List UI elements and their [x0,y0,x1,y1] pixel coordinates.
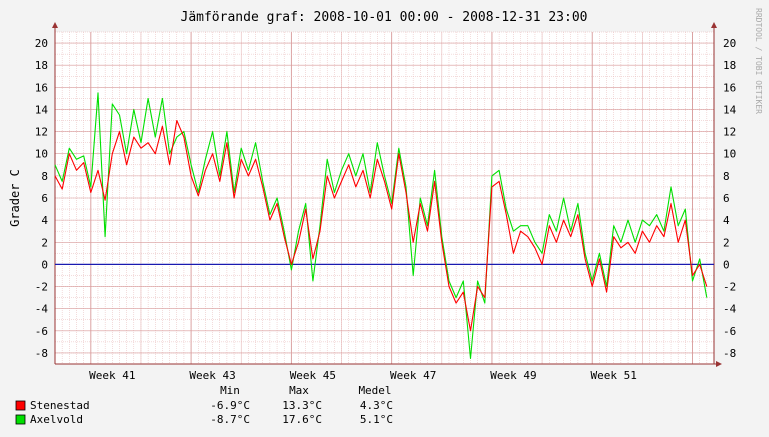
x-tick-label: Week 43 [189,369,235,382]
y-tick-label-left: 8 [41,170,48,183]
legend-mean-stenestad: 4.3°C [360,399,393,412]
y-axis-label: Grader C [8,169,22,227]
x-axis-arrow [716,361,722,367]
legend-label-axelvold: Axelvold [30,413,83,426]
y-tick-label-right: 20 [723,37,736,50]
y-tick-label-left: 12 [35,126,48,139]
legend-mean-axelvold: 5.1°C [360,413,393,426]
legend-max-stenestad: 13.3°C [282,399,322,412]
y-tick-label-right: -4 [723,303,737,316]
y-tick-label-right: -6 [723,325,736,338]
y-tick-label-left: -2 [35,281,48,294]
x-tick-labels: Week 41 Week 43 Week 45 Week 47 Week 49 Week … [89,369,637,382]
x-tick-label: Week 45 [290,369,336,382]
y-tick-label-right: 2 [723,236,730,249]
y-tick-label-left: -6 [35,325,48,338]
y-axis-arrow-left [52,22,58,28]
y-axis-arrow-right [711,22,717,28]
y-tick-label-right: 4 [723,214,730,227]
legend-max-axelvold: 17.6°C [282,413,322,426]
y-tick-label-left: 0 [41,258,48,271]
y-tick-label-left: 18 [35,59,48,72]
y-tick-label-right: 12 [723,126,736,139]
legend-header-min: Min [220,384,240,397]
x-tick-label: Week 47 [390,369,436,382]
legend-min-axelvold: -8.7°C [210,413,250,426]
y-tick-labels-left: -8 -6 -4 -2 0 2 4 6 8 10 12 14 16 18 20 [35,37,49,360]
legend: Min Max Medel Stenestad -6.9°C 13.3°C 4.… [15,384,393,426]
y-tick-label-left: 10 [35,148,48,161]
y-tick-label-left: -4 [35,303,49,316]
y-tick-labels-right: -8 -6 -4 -2 0 2 4 6 8 10 12 14 16 18 20 [723,37,737,360]
y-tick-label-left: 20 [35,37,48,50]
x-tick-label: Week 51 [591,369,637,382]
watermark: RRDTOOL / TOBI OETIKER [754,8,763,114]
series-layer [54,92,708,360]
y-tick-label-left: 2 [41,236,48,249]
y-tick-label-right: -8 [723,347,736,360]
y-tick-label-right: 8 [723,170,730,183]
legend-swatch-axelvold [15,414,26,425]
legend-header-max: Max [289,384,309,397]
y-tick-label-left: 16 [35,81,48,94]
y-tick-label-left: -8 [35,347,48,360]
y-tick-label-right: -2 [723,281,736,294]
x-tick-label: Week 49 [490,369,536,382]
y-tick-label-right: 6 [723,192,730,205]
series-line-axelvold [54,92,708,360]
y-tick-label-right: 14 [723,103,737,116]
y-tick-label-left: 14 [35,103,49,116]
y-tick-label-left: 4 [41,214,48,227]
legend-label-stenestad: Stenestad [30,399,90,412]
axes [52,22,722,367]
legend-header-mean: Medel [358,384,391,397]
y-tick-label-right: 18 [723,59,736,72]
chart-title: Jämförande graf: 2008-10-01 00:00 - 2008… [181,10,588,25]
y-tick-label-left: 6 [41,192,48,205]
y-tick-label-right: 0 [723,258,730,271]
legend-min-stenestad: -6.9°C [210,399,250,412]
x-tick-label: Week 41 [89,369,135,382]
legend-swatch-stenestad [15,400,26,411]
y-tick-label-right: 10 [723,148,736,161]
y-tick-label-right: 16 [723,81,736,94]
series-line-stenestad [54,119,708,332]
